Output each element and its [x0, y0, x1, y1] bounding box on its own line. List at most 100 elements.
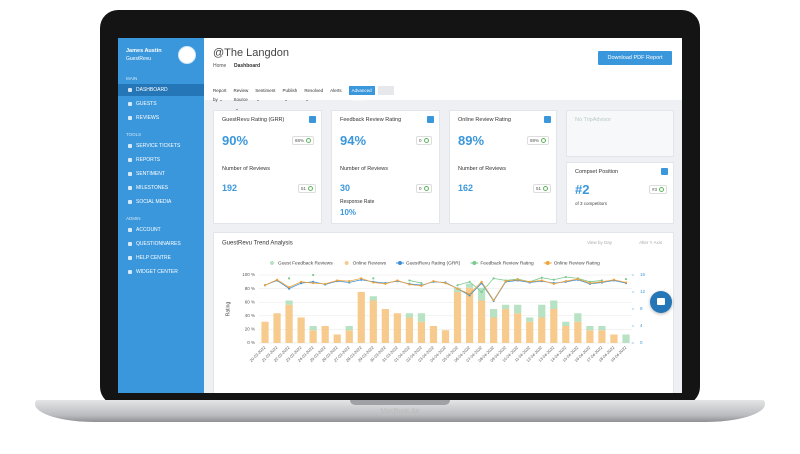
bar — [526, 317, 534, 322]
y-tick-label: 60 % — [245, 299, 255, 304]
breadcrumb-current: Dashboard — [234, 63, 261, 69]
filter[interactable]: Publish — [282, 88, 298, 93]
reviews-count: 162 — [458, 183, 474, 193]
bar — [429, 326, 438, 343]
bar — [622, 334, 630, 343]
legend-swatch — [545, 261, 550, 265]
reviews-label: Number of Reviews — [458, 166, 506, 172]
avatar[interactable] — [178, 46, 196, 64]
bar — [562, 321, 570, 326]
point — [444, 282, 447, 285]
bar — [550, 309, 558, 343]
bar — [261, 321, 269, 343]
sidebar: James Austin GuestRevu MAIN DASHBOARD GUES… — [118, 38, 204, 393]
y2-tick-label: 12 — [640, 289, 646, 294]
point — [480, 280, 483, 283]
point — [312, 273, 315, 277]
nav-item[interactable]: REPORTS — [118, 154, 204, 166]
nav-item[interactable]: WIDGET CENTER — [118, 266, 204, 278]
point — [576, 277, 579, 281]
bar — [297, 317, 305, 343]
nav-item[interactable]: ACCOUNT — [118, 224, 204, 236]
add-button[interactable] — [544, 116, 551, 123]
view-by[interactable]: View by Day — [587, 240, 613, 245]
bar — [285, 304, 293, 343]
account-name[interactable]: GuestRevu — [126, 56, 152, 62]
point — [372, 281, 375, 284]
point — [312, 282, 315, 285]
reviews-label: Number of Reviews — [222, 166, 270, 172]
point — [468, 292, 471, 296]
filter[interactable]: Review Source — [233, 88, 249, 102]
bar — [514, 304, 522, 314]
y-tick-label: 100 % — [242, 272, 255, 277]
download-button[interactable]: Download PDF Report — [598, 51, 672, 65]
point — [360, 277, 363, 280]
nav-item[interactable]: SOCIAL MEDIA — [118, 196, 204, 208]
nav-item[interactable]: SERVICE TICKETS — [118, 140, 204, 152]
nav-item[interactable]: MILESTONES — [118, 182, 204, 194]
chat-icon — [657, 298, 665, 305]
alter-axis[interactable]: Alter Y Axis — [639, 240, 663, 245]
nav-item[interactable]: GUESTS — [118, 98, 204, 110]
y-tick-label: 0 % — [247, 340, 255, 345]
point — [588, 282, 591, 285]
point — [408, 283, 411, 286]
point — [468, 280, 471, 283]
rating: 90% — [222, 133, 249, 148]
filter[interactable]: Alerts — [330, 88, 342, 93]
bar — [465, 283, 474, 288]
section-heading: ADMIN — [126, 216, 141, 221]
bar — [333, 334, 341, 343]
point — [624, 277, 628, 281]
device-label: MacBook Air — [380, 408, 420, 415]
bar — [285, 300, 293, 305]
trend-panel: GuestRevu Trend Analysis View by Day Alt… — [213, 232, 674, 393]
compset-position: #2 — [575, 182, 590, 197]
y-axis-title: Rating — [225, 302, 231, 317]
legend-swatch — [397, 261, 402, 265]
filter[interactable]: Resolved — [304, 88, 324, 93]
point — [275, 278, 279, 281]
chat-button[interactable] — [650, 291, 672, 313]
point — [564, 275, 567, 279]
point — [540, 279, 543, 282]
point — [516, 278, 519, 281]
breadcrumb-home[interactable]: Home — [213, 63, 227, 69]
nav-item[interactable]: REVIEWS — [118, 112, 204, 124]
filter[interactable]: Report by — [213, 88, 227, 102]
point — [504, 280, 507, 283]
point — [384, 282, 387, 285]
nav-item[interactable]: DASHBOARD — [118, 84, 204, 96]
point — [624, 281, 628, 284]
bar — [453, 292, 462, 343]
bar — [490, 317, 498, 343]
card-title: Compset Position — [575, 169, 619, 175]
point — [324, 282, 327, 285]
feedback-card: Feedback Review Rating 94% 0 Number of R… — [331, 110, 440, 224]
add-button[interactable] — [427, 116, 434, 123]
bar — [369, 296, 377, 301]
y2-tick-label: 16 — [640, 272, 646, 277]
rating: 89% — [458, 133, 485, 148]
bar — [502, 309, 510, 343]
nav-item[interactable]: QUESTIONNAIRES — [118, 238, 204, 250]
nav-item[interactable]: SENTIMENT — [118, 168, 204, 180]
bar — [562, 326, 570, 343]
advanced-filters[interactable]: Advanced Filters — [348, 86, 375, 102]
bar — [514, 313, 522, 343]
add-button[interactable] — [661, 168, 668, 175]
bar — [309, 330, 317, 343]
add-button[interactable] — [309, 116, 316, 123]
filter[interactable]: Sentiment — [255, 88, 276, 93]
nav-item[interactable]: HELP CENTRE — [118, 252, 204, 264]
bar — [453, 287, 462, 292]
card-title: Online Review Rating — [458, 117, 511, 123]
bar — [477, 300, 486, 343]
point — [300, 280, 303, 283]
point — [396, 279, 399, 282]
legend-label: GuestRevu Rating (GRR) — [406, 260, 461, 266]
bar — [526, 321, 534, 343]
rating-badge: 88% — [292, 136, 315, 146]
